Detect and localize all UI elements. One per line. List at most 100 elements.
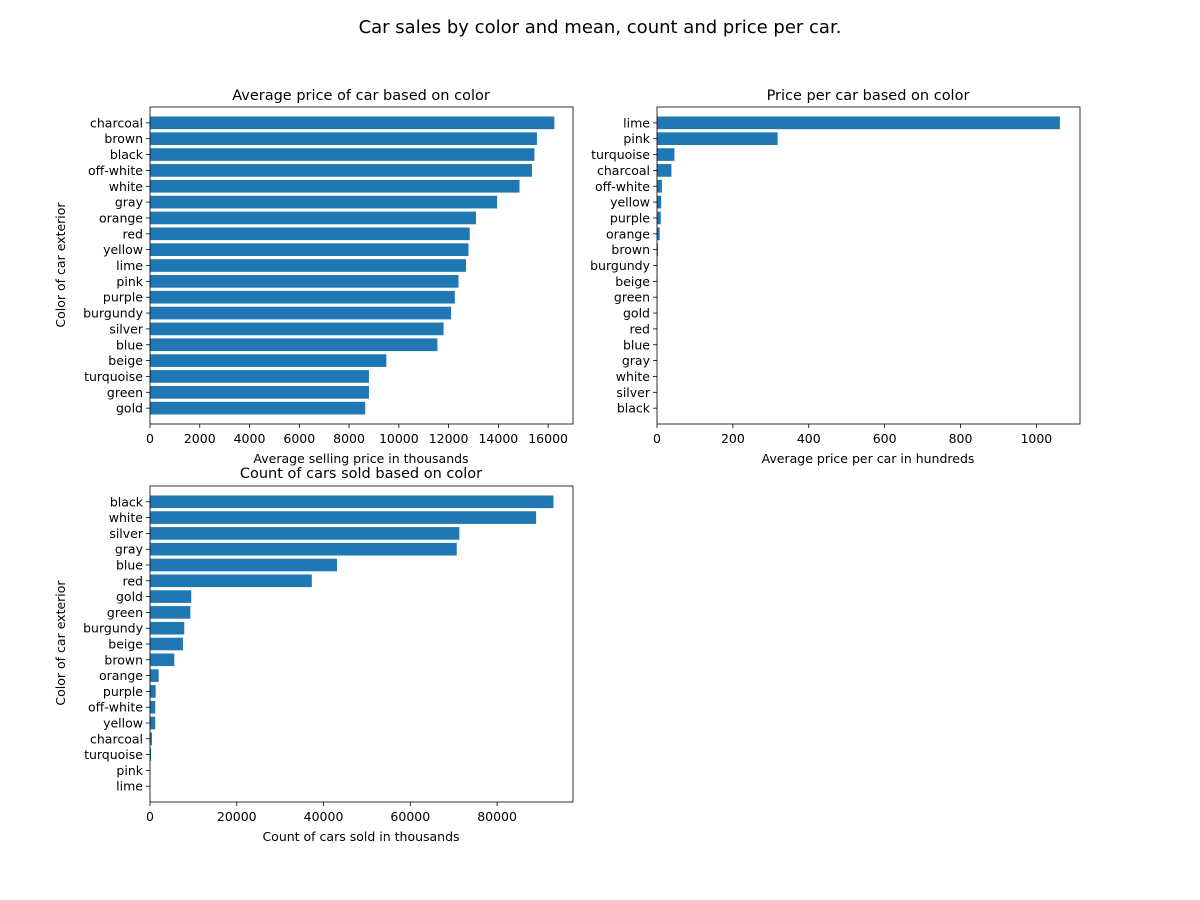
ytick-label-price-per-car: pink — [623, 131, 650, 146]
bar-price-per-car-brown — [657, 243, 658, 256]
bar-avg-price-off-white — [150, 164, 532, 177]
ytick-label-price-per-car: white — [616, 369, 651, 384]
xtick-label-count-sold: 60000 — [390, 809, 430, 824]
xtick-label-avg-price: 0 — [146, 431, 154, 446]
xtick-label-avg-price: 6000 — [283, 431, 315, 446]
bar-count-sold-silver — [150, 527, 460, 540]
bar-count-sold-turquoise — [150, 748, 152, 761]
ytick-label-price-per-car: turquoise — [591, 147, 650, 162]
figure-title: Car sales by color and mean, count and p… — [359, 17, 842, 38]
bar-avg-price-pink — [150, 275, 459, 288]
ytick-label-price-per-car: gray — [622, 353, 651, 368]
bar-price-per-car-orange — [657, 227, 660, 241]
axes-frame-price-per-car — [656, 106, 1081, 425]
subplot-count-sold: Count of cars sold based on color Count … — [53, 466, 574, 844]
subplot-average-price: Average price of car based on color Aver… — [53, 88, 574, 466]
xtick-label-avg-price: 4000 — [234, 431, 266, 446]
subplot-count-sold-plot: blackwhitesilvergrayblueredgoldgreenburg… — [83, 485, 574, 824]
ytick-label-count-sold: purple — [103, 684, 143, 699]
bar-avg-price-purple — [150, 290, 455, 304]
xtick-label-count-sold: 20000 — [217, 809, 257, 824]
ytick-label-price-per-car: orange — [606, 226, 650, 241]
xtick-label-avg-price: 16000 — [528, 431, 568, 446]
ytick-label-count-sold: orange — [99, 668, 143, 683]
ytick-label-price-per-car: red — [630, 321, 651, 336]
bar-price-per-car-charcoal — [657, 164, 672, 177]
ytick-label-avg-price: red — [123, 226, 144, 241]
ytick-label-price-per-car: silver — [616, 385, 651, 400]
bar-avg-price-gold — [150, 401, 366, 415]
ytick-label-avg-price: orange — [99, 210, 143, 225]
subplot-price-per-car-xlabel: Average price per car in hundreds — [762, 451, 975, 466]
ytick-label-avg-price: black — [110, 147, 144, 162]
ytick-label-count-sold: brown — [104, 652, 143, 667]
ytick-label-count-sold: charcoal — [90, 731, 143, 746]
xtick-label-price-per-car: 600 — [873, 431, 897, 446]
bar-count-sold-off-white — [150, 700, 156, 714]
ytick-label-price-per-car: off-white — [595, 179, 650, 194]
ytick-label-count-sold: blue — [116, 558, 143, 573]
xtick-label-price-per-car: 0 — [653, 431, 661, 446]
ytick-label-avg-price: gold — [116, 401, 143, 416]
bar-price-per-car-pink — [657, 132, 778, 146]
bar-avg-price-green — [150, 385, 369, 399]
bar-avg-price-silver — [150, 322, 444, 336]
ytick-label-count-sold: silver — [109, 526, 144, 541]
bar-avg-price-burgundy — [150, 306, 452, 320]
bar-avg-price-charcoal — [150, 116, 555, 130]
xtick-label-price-per-car: 1000 — [1020, 431, 1052, 446]
subplot-price-per-car-plot: limepinkturquoisecharcoaloff-whiteyellow… — [590, 106, 1081, 446]
ytick-label-avg-price: charcoal — [90, 115, 143, 130]
ytick-label-price-per-car: beige — [615, 274, 650, 289]
ytick-label-count-sold: white — [109, 510, 144, 525]
subplot-count-sold-xlabel: Count of cars sold in thousands — [262, 829, 459, 844]
ytick-label-price-per-car: green — [614, 290, 650, 305]
ytick-label-avg-price: off-white — [88, 163, 143, 178]
bar-price-per-car-turquoise — [657, 148, 675, 161]
subplot-average-price-title: Average price of car based on color — [232, 88, 490, 104]
subplot-price-per-car-title: Price per car based on color — [767, 88, 970, 104]
ytick-label-price-per-car: burgundy — [590, 258, 650, 273]
ytick-label-avg-price: white — [109, 179, 144, 194]
bar-avg-price-orange — [150, 211, 476, 225]
bar-avg-price-beige — [150, 354, 387, 367]
ytick-label-price-per-car: charcoal — [597, 163, 650, 178]
subplot-average-price-ylabel: Color of car exterior — [53, 202, 68, 328]
ytick-label-avg-price: brown — [104, 131, 143, 146]
subplot-average-price-plot: charcoalbrownblackoff-whitewhitegrayoran… — [83, 106, 574, 446]
ytick-label-avg-price: purple — [103, 290, 143, 305]
bar-count-sold-green — [150, 606, 191, 619]
xtick-label-avg-price: 8000 — [333, 431, 365, 446]
subplot-price-per-car: Price per car based on color Average pri… — [590, 88, 1081, 466]
bar-count-sold-blue — [150, 558, 337, 572]
ytick-label-count-sold: lime — [116, 779, 143, 794]
xtick-label-avg-price: 14000 — [478, 431, 518, 446]
xtick-label-avg-price: 2000 — [184, 431, 216, 446]
ytick-label-avg-price: silver — [109, 321, 144, 336]
ytick-label-avg-price: blue — [116, 337, 143, 352]
xtick-label-avg-price: 10000 — [379, 431, 419, 446]
ytick-label-avg-price: beige — [108, 353, 143, 368]
ytick-label-avg-price: burgundy — [83, 306, 143, 321]
bar-avg-price-brown — [150, 132, 537, 146]
xtick-label-count-sold: 0 — [146, 809, 154, 824]
bar-avg-price-red — [150, 227, 470, 241]
bar-count-sold-purple — [150, 685, 156, 698]
bar-avg-price-black — [150, 148, 535, 161]
ytick-label-avg-price: yellow — [103, 242, 143, 257]
bar-price-per-car-yellow — [657, 195, 662, 209]
bar-count-sold-red — [150, 574, 312, 588]
bar-count-sold-burgundy — [150, 621, 185, 635]
ytick-label-price-per-car: gold — [623, 306, 650, 321]
xtick-label-price-per-car: 400 — [797, 431, 821, 446]
ytick-label-price-per-car: blue — [623, 337, 650, 352]
ytick-label-price-per-car: brown — [611, 242, 650, 257]
bar-count-sold-white — [150, 511, 537, 524]
ytick-label-count-sold: black — [110, 494, 144, 509]
ytick-label-count-sold: yellow — [103, 716, 143, 731]
ytick-label-avg-price: pink — [116, 274, 143, 289]
bar-count-sold-brown — [150, 653, 175, 667]
ytick-label-avg-price: green — [107, 385, 143, 400]
bar-avg-price-white — [150, 179, 520, 193]
xtick-label-price-per-car: 200 — [721, 431, 745, 446]
